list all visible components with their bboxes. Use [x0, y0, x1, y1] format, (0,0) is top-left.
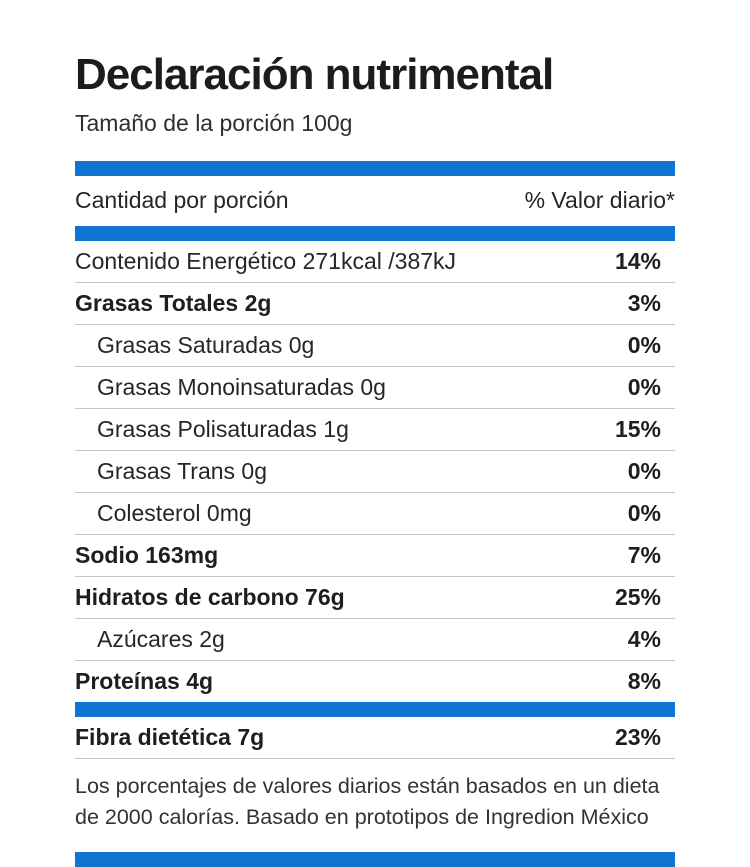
nutrient-label: Grasas Trans 0g — [97, 458, 268, 484]
nutrient-label: Grasas Monoinsaturadas 0g — [97, 374, 386, 400]
serving-size-text: Tamaño de la porción 100g — [75, 110, 353, 136]
divider-bar-header — [75, 226, 675, 241]
column-headers: Cantidad por porción % Valor diario* — [75, 176, 675, 226]
nutrient-label: Colesterol 0mg — [97, 500, 252, 526]
nutrient-row-sodium: Sodio 163mg 7% — [75, 535, 675, 577]
nutrient-row-cholesterol: Colesterol 0mg 0% — [75, 493, 675, 535]
nutrient-row-protein: Proteínas 4g 8% — [75, 661, 675, 702]
nutrient-daily-value: 23% — [614, 724, 661, 750]
divider-bar-fiber — [75, 702, 675, 717]
nutrient-label: Sodio 163mg — [75, 542, 219, 568]
nutrient-daily-value: 3% — [627, 290, 661, 316]
nutrient-label: Proteínas 4g — [75, 668, 214, 694]
nutrient-daily-value: 8% — [627, 668, 661, 694]
daily-value-header: % Valor diario* — [524, 187, 675, 213]
nutrient-label: Contenido Energético 271kcal /387kJ — [75, 248, 457, 274]
nutrient-daily-value: 0% — [627, 500, 661, 526]
nutrient-daily-value: 7% — [627, 542, 661, 568]
nutrient-row-fiber: Fibra dietética 7g 23% — [75, 717, 675, 759]
nutrient-daily-value: 0% — [627, 332, 661, 358]
nutrient-daily-value: 25% — [614, 584, 661, 610]
nutrient-label: Grasas Totales 2g — [75, 290, 272, 316]
nutrient-row-saturated-fat: Grasas Saturadas 0g 0% — [75, 325, 675, 367]
amount-per-serving-header: Cantidad por porción — [75, 187, 289, 213]
nutrient-label: Grasas Polisaturadas 1g — [97, 416, 349, 442]
nutrient-label: Hidratos de carbono 76g — [75, 584, 345, 610]
nutrient-row-total-fat: Grasas Totales 2g 3% — [75, 283, 675, 325]
nutrient-row-polyunsaturated-fat: Grasas Polisaturadas 1g 15% — [75, 409, 675, 451]
divider-bar-bottom — [75, 852, 675, 867]
nutrient-row-sugars: Azúcares 2g 4% — [75, 619, 675, 661]
nutrient-daily-value: 15% — [614, 416, 661, 442]
divider-bar-top — [75, 161, 675, 176]
nutrient-daily-value: 0% — [627, 458, 661, 484]
nutrient-daily-value: 4% — [627, 626, 661, 652]
nutrient-row-energy: Contenido Energético 271kcal /387kJ 14% — [75, 241, 675, 283]
nutrient-label: Grasas Saturadas 0g — [97, 332, 315, 358]
daily-value-footnote: Los porcentajes de valores diarios están… — [75, 774, 660, 829]
nutrient-row-carbohydrates: Hidratos de carbono 76g 25% — [75, 577, 675, 619]
nutrient-label: Fibra dietética 7g — [75, 724, 265, 750]
nutrient-row-trans-fat: Grasas Trans 0g 0% — [75, 451, 675, 493]
nutrient-daily-value: 14% — [614, 248, 661, 274]
nutrient-daily-value: 0% — [627, 374, 661, 400]
page-title: Declaración nutrimental — [75, 50, 554, 99]
nutrient-row-monounsaturated-fat: Grasas Monoinsaturadas 0g 0% — [75, 367, 675, 409]
nutrient-label: Azúcares 2g — [97, 626, 225, 652]
